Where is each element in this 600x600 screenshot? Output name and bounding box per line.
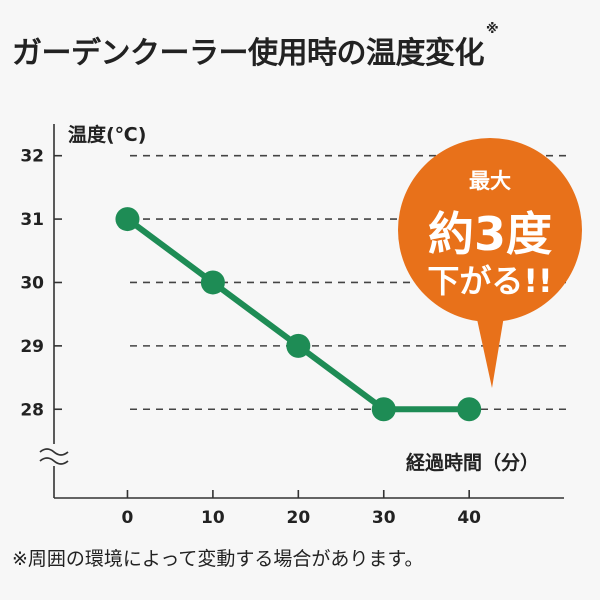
y-axis-label: 温度(℃) [68, 123, 146, 146]
x-tick-labels: 0 10 20 30 40 [122, 508, 482, 528]
x-tick-label-0: 0 [122, 508, 134, 528]
y-axis-break-symbol [38, 444, 70, 466]
y-axis-break-wave-1 [39, 448, 69, 456]
data-point-0 [115, 207, 140, 232]
y-tick-label-30: 30 [20, 273, 44, 293]
title-note-mark: ※ [486, 22, 499, 37]
x-tick-label-30: 30 [372, 508, 396, 528]
x-tick-label-20: 20 [286, 508, 310, 528]
callout-circle [398, 138, 582, 322]
x-axis-label: 経過時間（分） [406, 451, 539, 474]
data-point-10 [200, 270, 225, 295]
callout-line-1: 最大 [469, 169, 511, 193]
x-tick-label-10: 10 [201, 508, 225, 528]
y-axis-break-wave-2 [39, 457, 69, 465]
y-tick-label-29: 29 [20, 337, 44, 357]
y-tick-label-31: 31 [20, 210, 44, 230]
callout-pointer [475, 310, 505, 388]
callout-line-2: 約3度 [428, 207, 552, 261]
series-temperature [115, 207, 482, 422]
y-tick-label-32: 32 [20, 147, 44, 167]
y-tick-label-28: 28 [20, 400, 44, 420]
x-tick-label-40: 40 [457, 508, 481, 528]
data-point-40 [457, 397, 482, 422]
footnote: ※周囲の環境によって変動する場合があります。 [12, 548, 424, 570]
callout-bubble: 最大 約3度 下がる!! [398, 138, 582, 388]
y-tick-labels: 32 31 30 29 28 [20, 147, 44, 421]
axes [38, 124, 564, 499]
chart-title: ガーデンクーラー使用時の温度変化※ [12, 22, 499, 71]
data-point-20 [286, 333, 311, 358]
data-point-30 [371, 397, 396, 422]
callout-line-3: 下がる!! [427, 262, 552, 300]
